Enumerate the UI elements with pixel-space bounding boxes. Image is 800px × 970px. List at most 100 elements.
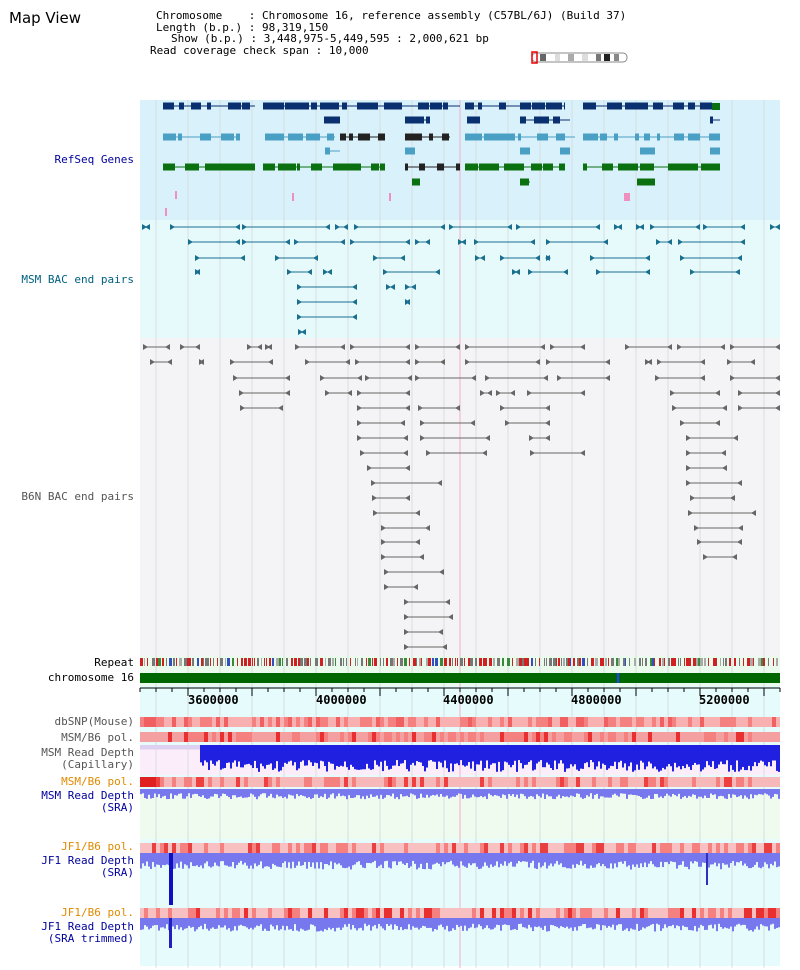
read-depth-bar (338, 789, 340, 794)
polymorphism-strip (612, 777, 616, 787)
polymorphism-strip (604, 717, 608, 727)
polymorphism-strip (760, 908, 764, 918)
length-value: 98,319,150 (261, 20, 329, 34)
bac-pair-end-right (405, 239, 410, 245)
read-depth-bar (684, 789, 686, 796)
polymorphism-strip (664, 843, 668, 853)
read-depth-bar (242, 789, 244, 798)
polymorphism-strip (160, 777, 164, 787)
polymorphism-strip (536, 908, 540, 918)
read-depth-bar (524, 918, 526, 928)
read-depth-bar (572, 918, 574, 931)
bac-pair-end-right (737, 480, 742, 486)
polymorphism-strip (760, 717, 764, 727)
read-depth-bar (638, 918, 640, 932)
bac-pair-end-right (595, 224, 600, 230)
read-depth-bar (474, 918, 476, 929)
capillary-depth-bar (612, 745, 614, 767)
gene-exon (644, 133, 650, 141)
polymorphism-strip (496, 843, 500, 853)
read-depth-bar (174, 853, 176, 869)
polymorphism-strip (340, 732, 344, 742)
polymorphism-strip (476, 908, 480, 918)
axis-tick-label: 3600000 (188, 693, 239, 707)
repeat-mark (493, 658, 495, 666)
polymorphism-strip (656, 777, 660, 787)
polymorphism-strip (500, 908, 504, 918)
polymorphism-strip (252, 732, 256, 742)
polymorphism-strip (508, 717, 512, 727)
polymorphism-strip (744, 732, 748, 742)
polymorphism-strip (268, 843, 272, 853)
polymorphism-strip (500, 732, 504, 742)
polymorphism-strip (752, 732, 756, 742)
read-depth-bar (614, 853, 616, 864)
capillary-depth-bar (580, 745, 582, 769)
polymorphism-strip (436, 843, 440, 853)
read-depth-bar (574, 853, 576, 868)
capillary-depth-bar (228, 745, 230, 763)
read-depth-bar (556, 853, 558, 861)
gene-exon (710, 102, 712, 110)
polymorphism-strip (436, 908, 440, 918)
read-depth-bar (366, 918, 368, 927)
polymorphism-strip (384, 717, 388, 727)
repeat-mark (579, 658, 581, 666)
capillary-depth-bar (194, 745, 196, 750)
read-depth-bar (718, 789, 720, 797)
capillary-depth-bar (370, 745, 372, 770)
polymorphism-strip (628, 717, 632, 727)
polymorphism-strip (456, 717, 460, 727)
polymorphism-strip (356, 908, 360, 918)
polymorphism-strip (692, 908, 696, 918)
read-depth-bar (734, 789, 736, 795)
read-depth-bar (422, 789, 424, 798)
bac-pair-end-right (165, 344, 170, 350)
read-depth-bar (728, 918, 730, 929)
polymorphism-strip (236, 843, 240, 853)
read-depth-bar (672, 789, 674, 794)
polymorphism-strip (528, 908, 532, 918)
read-depth-bar (720, 918, 722, 927)
bac-pair-end-left (550, 344, 555, 350)
read-depth-bar (534, 918, 536, 927)
gene-exon (688, 102, 695, 110)
polymorphism-strip (444, 777, 448, 787)
read-depth-bar (706, 789, 708, 798)
bac-pair-end-left (150, 359, 155, 365)
polymorphism-strip (608, 717, 612, 727)
capillary-depth-bar (546, 745, 548, 763)
read-depth-bar (466, 789, 468, 799)
polymorphism-strip (288, 777, 292, 787)
read-depth-bar (536, 853, 538, 869)
bac-pair-end-right (403, 450, 408, 456)
bac-pair-end-right (313, 255, 318, 261)
read-depth-bar (452, 853, 454, 865)
gene-exon (560, 147, 570, 155)
polymorphism-strip (672, 732, 676, 742)
polymorphism-strip (656, 732, 660, 742)
repeat-mark (457, 658, 458, 666)
jf1-depth-sra-line2: (SRA) (100, 866, 134, 879)
read-depth-bar (246, 789, 248, 798)
polymorphism-strip (720, 843, 724, 853)
read-depth-bar (498, 853, 500, 868)
read-depth-bar (204, 789, 206, 799)
bac-pair-end-left (557, 375, 562, 381)
track-label-refseq-genes[interactable]: RefSeq Genes (54, 153, 134, 166)
capillary-depth-bar (340, 745, 342, 766)
read-depth-bar (628, 918, 630, 932)
track-label-msm-bac[interactable]: MSM BAC end pairs (21, 273, 134, 286)
polymorphism-strip (232, 717, 236, 727)
track-label-jf1-depth-trimmed: JF1 Read Depth (SRA trimmed) (41, 921, 134, 945)
read-depth-bar (538, 853, 540, 863)
read-depth-bar (468, 853, 470, 864)
read-depth-bar (220, 789, 222, 797)
read-depth-bar (576, 853, 578, 864)
track-label-b6n-bac[interactable]: B6N BAC end pairs (21, 490, 134, 503)
polymorphism-strip (384, 777, 388, 787)
read-depth-bar (158, 853, 160, 865)
repeat-mark (248, 658, 251, 666)
repeat-mark (608, 658, 609, 666)
